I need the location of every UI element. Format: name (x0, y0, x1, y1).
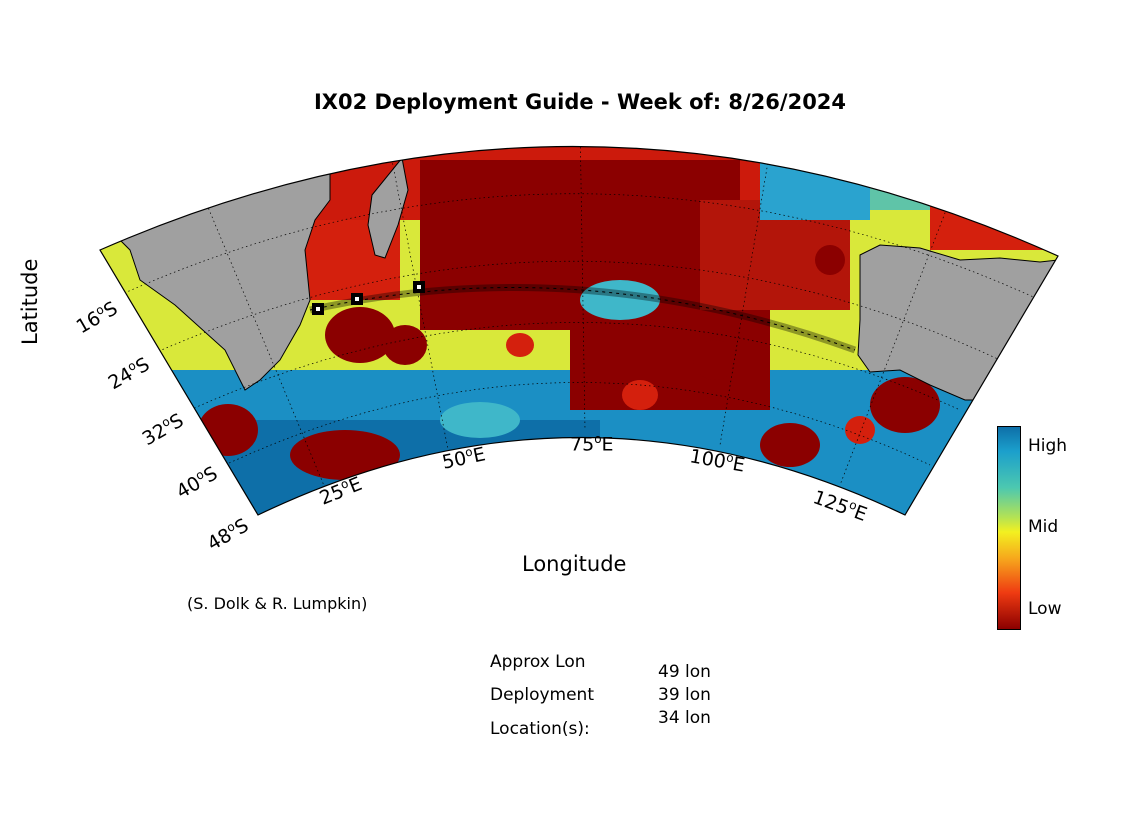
deployment-location: 34 lon (658, 708, 711, 728)
colorbar-mid-label: Mid (1028, 517, 1059, 537)
ocean-field (100, 146, 1058, 515)
map-title: IX02 Deployment Guide - Week of: 8/26/20… (313, 90, 847, 114)
deployment-markers (312, 281, 425, 315)
deployment-location: 39 lon (658, 685, 711, 705)
colorbar-low-label: Low (1028, 599, 1062, 619)
x-axis-label: Longitude (522, 552, 627, 576)
deployment-label-2: Deployment (490, 685, 594, 705)
colorbar (997, 426, 1021, 630)
deployment-location: 49 lon (658, 662, 711, 682)
y-axis-label: Latitude (18, 258, 42, 345)
credit-text: (S. Dolk & R. Lumpkin) (187, 594, 368, 613)
deployment-label-3: Location(s): (490, 719, 590, 739)
lon-tick-75: 75oE (570, 432, 614, 456)
deployment-label-1: Approx Lon (490, 652, 586, 672)
colorbar-high-label: High (1028, 436, 1068, 456)
transect-line (309, 284, 857, 354)
